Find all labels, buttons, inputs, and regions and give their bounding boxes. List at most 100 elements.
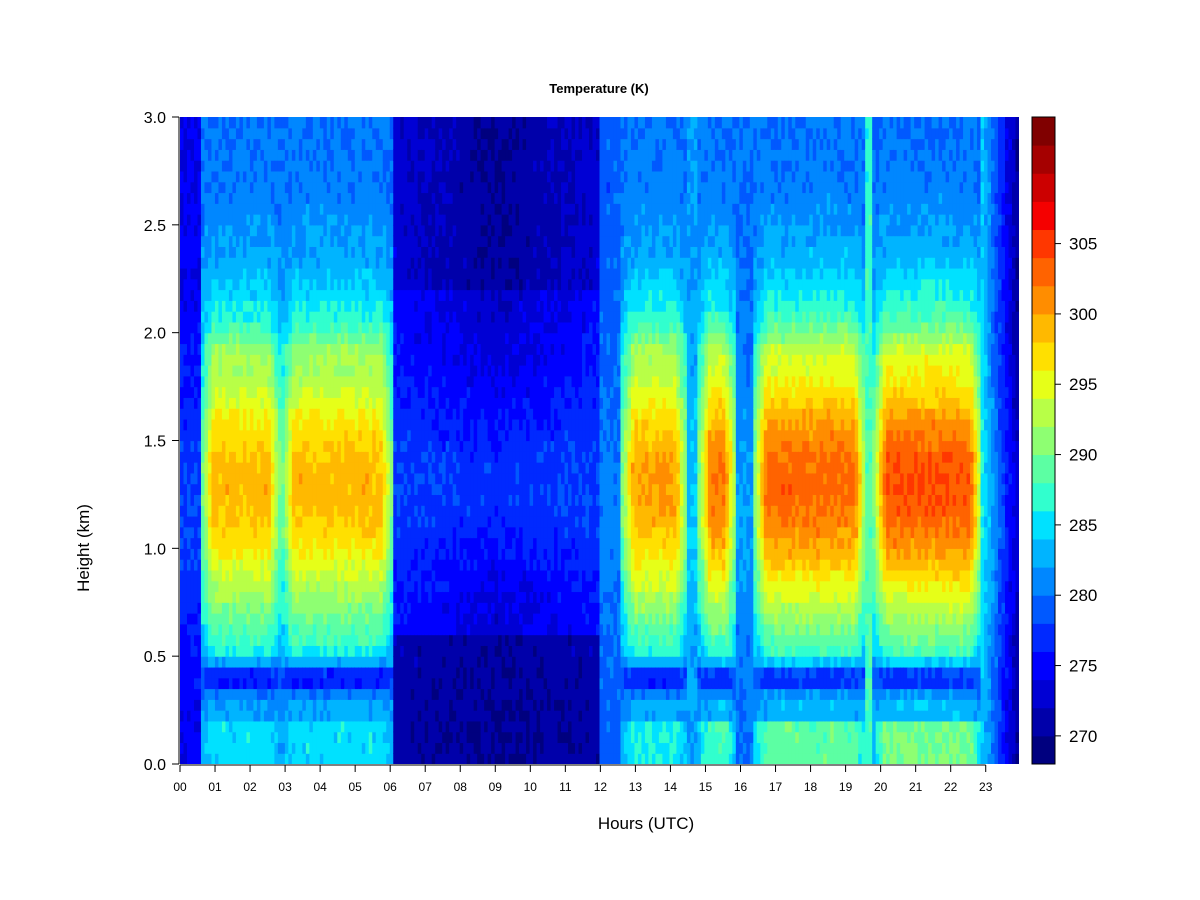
heatmap-cell — [186, 365, 192, 377]
heatmap-cell — [291, 548, 296, 560]
heatmap-cell — [274, 462, 279, 474]
heatmap-cell — [463, 742, 468, 754]
heatmap-cell — [242, 451, 248, 463]
heatmap-cell — [372, 688, 377, 700]
heatmap-cell — [456, 332, 461, 345]
heatmap-cell — [180, 278, 185, 291]
heatmap-cell — [445, 753, 450, 764]
heatmap-cell — [274, 731, 279, 744]
heatmap-cell — [354, 397, 359, 409]
heatmap-cell — [358, 505, 363, 517]
heatmap-cell — [197, 505, 202, 517]
heatmap-cell — [382, 429, 387, 442]
heatmap-cell — [200, 149, 206, 161]
heatmap-cell — [438, 418, 443, 431]
heatmap-cell — [389, 720, 394, 733]
heatmap-cell — [431, 515, 436, 528]
heatmap-cell — [249, 289, 255, 301]
heatmap-cell — [414, 753, 419, 764]
heatmap-cell — [235, 710, 241, 722]
heatmap-cell — [211, 494, 216, 506]
heatmap-cell — [393, 494, 398, 506]
heatmap-cell — [291, 257, 296, 269]
heatmap-cell — [435, 203, 440, 215]
heatmap-cell — [358, 688, 363, 700]
heatmap-cell — [466, 429, 471, 442]
heatmap-cell — [295, 462, 300, 474]
heatmap-cell — [407, 343, 412, 355]
heatmap-cell — [459, 224, 464, 237]
heatmap-cell — [193, 699, 199, 711]
heatmap-cell — [207, 149, 213, 161]
heatmap-cell — [442, 613, 447, 625]
heatmap-cell — [239, 591, 244, 603]
heatmap-cell — [358, 634, 363, 646]
heatmap-cell — [414, 149, 419, 161]
heatmap-cell — [372, 224, 377, 237]
heatmap-cell — [183, 203, 188, 215]
heatmap-cell — [375, 559, 380, 571]
heatmap-cell — [382, 526, 387, 539]
heatmap-cell — [197, 203, 202, 215]
heatmap-cell — [344, 397, 349, 409]
heatmap-cell — [204, 181, 209, 194]
heatmap-cell — [445, 408, 450, 420]
heatmap-cell — [281, 224, 286, 237]
heatmap-cell — [277, 688, 282, 700]
heatmap-cell — [368, 559, 373, 571]
heatmap-cell — [235, 699, 241, 711]
heatmap-cell — [180, 127, 185, 140]
heatmap-cell — [431, 429, 436, 442]
heatmap-cell — [218, 203, 223, 215]
heatmap-cell — [452, 278, 457, 291]
heatmap-cell — [305, 278, 310, 291]
heatmap-cell — [403, 127, 408, 140]
heatmap-cell — [470, 742, 475, 754]
heatmap-cell — [459, 267, 464, 280]
heatmap-cell — [316, 289, 321, 301]
heatmap-cell — [431, 537, 436, 549]
heatmap-cell — [270, 526, 275, 539]
heatmap-cell — [400, 731, 405, 744]
heatmap-cell — [379, 623, 384, 636]
heatmap-cell — [309, 623, 314, 636]
heatmap-cell — [375, 440, 380, 452]
heatmap-cell — [428, 634, 433, 646]
heatmap-cell — [417, 138, 422, 150]
heatmap-cell — [396, 753, 401, 764]
heatmap-cell — [302, 203, 307, 215]
heatmap-cell — [246, 753, 251, 764]
heatmap-cell — [463, 418, 468, 431]
heatmap-cell — [180, 343, 185, 355]
heatmap-cell — [291, 753, 296, 764]
heatmap-cell — [361, 408, 366, 420]
heatmap-cell — [193, 591, 199, 603]
heatmap-cell — [445, 731, 450, 744]
heatmap-cell — [442, 224, 447, 237]
heatmap-cell — [190, 235, 195, 247]
heatmap-cell — [470, 623, 475, 636]
heatmap-cell — [288, 418, 293, 431]
heatmap-cell — [414, 537, 419, 549]
heatmap-cell — [421, 289, 426, 301]
heatmap-cell — [284, 170, 289, 183]
heatmap-cell — [256, 365, 262, 377]
heatmap-cell — [361, 321, 366, 334]
heatmap-cell — [400, 472, 405, 485]
heatmap-cell — [438, 149, 443, 161]
heatmap-cell — [354, 375, 359, 388]
heatmap-cell — [456, 246, 461, 258]
heatmap-cell — [354, 710, 359, 722]
heatmap-cell — [207, 332, 213, 345]
heatmap-cell — [312, 580, 317, 593]
heatmap-cell — [305, 224, 310, 237]
heatmap-cell — [312, 440, 317, 452]
heatmap-cell — [235, 203, 241, 215]
heatmap-cell — [417, 623, 422, 636]
heatmap-cell — [396, 192, 401, 204]
heatmap-cell — [200, 569, 206, 582]
heatmap-cell — [239, 472, 244, 485]
heatmap-cell — [256, 710, 262, 722]
heatmap-cell — [459, 559, 464, 571]
heatmap-cell — [403, 656, 408, 668]
